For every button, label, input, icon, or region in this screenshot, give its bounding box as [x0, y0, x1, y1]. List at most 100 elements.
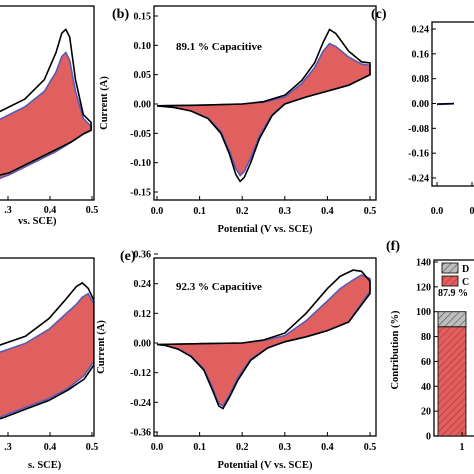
panel-b-x-label: Potential (V vs. SCE) [218, 224, 313, 235]
panel-e-y-tick-label: 0.12 [134, 309, 152, 320]
panel-e-y-ticks: 0.36 0.24 0.12 0.00 -0.12 -0.24 -0.36 [130, 250, 158, 439]
panel-b-capacitive-area [156, 42, 371, 177]
panel-a-x-tick-label: 0.5 [86, 205, 99, 216]
panel-b-x-tick-label: 0.1 [193, 206, 206, 217]
panel-b-y-tick-label: -0.05 [130, 129, 151, 140]
panel-b-x-tick-label: 0.3 [279, 206, 292, 217]
panel-c-y-tick-label: 0.16 [412, 49, 430, 60]
panel-e-total-cv-curve [156, 269, 371, 410]
panel-e-y-tick-label: 0.36 [134, 250, 152, 261]
panel-c-y-ticks: 0.24 0.16 0.08 0.00 -0.08 -0.16 -0.24 [408, 25, 436, 185]
panel-f-y-tick-label: 140 [416, 258, 431, 269]
panel-c-y-tick-label: -0.08 [408, 124, 429, 135]
panel-c-y-tick-label: 0.24 [412, 25, 430, 36]
panel-d: .3 0.4 0.5 s. SCE) [0, 257, 98, 471]
panel-a-curves [0, 27, 92, 180]
panel-a-x-ticks: .3 0.4 0.5 [4, 196, 98, 216]
panel-a-capacitive-area [0, 51, 92, 180]
panel-b-y-tick-label: 0.10 [134, 41, 152, 52]
panel-b-letter: (b) [112, 7, 129, 22]
panel-e-curves [156, 269, 371, 410]
panel-d-total-cv-curve [0, 281, 94, 420]
panel-a-total-cv-curve [0, 27, 92, 176]
panel-f-x-ticks: 1 [460, 432, 465, 453]
panel-c-x-tick-label: 0.0 [431, 206, 444, 217]
panel-f-y-ticks: 140 120 100 80 60 40 20 0 [416, 258, 438, 443]
panel-b-y-tick-label: -0.15 [130, 188, 151, 199]
panel-e-x-label: Potential (V vs. SCE) [218, 460, 313, 471]
panel-e-frame [153, 257, 377, 437]
panel-e-y-tick-label: -0.12 [130, 368, 151, 379]
legend-c-swatch [441, 275, 459, 287]
panel-b-x-tick-label: 0.4 [321, 206, 334, 217]
panel-b-y-ticks: 0.15 0.10 0.05 0.00 -0.05 -0.10 -0.15 [130, 12, 158, 199]
panel-f-y-tick-label: 20 [421, 407, 431, 418]
legend-d-label: D [462, 264, 469, 275]
panel-a-x-tick-label: 0.4 [44, 205, 57, 216]
panel-f-y-tick-label: 60 [421, 357, 431, 368]
panel-b-x-ticks: 0.0 0.1 0.2 0.3 0.4 0.5 [151, 196, 377, 217]
bar-diffusion [437, 311, 467, 328]
legend-c-label: C [462, 277, 469, 288]
panel-f-bars [437, 311, 467, 437]
panel-e-y-tick-label: 0.00 [134, 339, 152, 350]
panel-e-x-tick-label: 0.5 [364, 442, 377, 453]
panel-e-x-tick-label: 0.1 [193, 442, 206, 453]
panel-b-y-tick-label: -0.10 [130, 158, 151, 169]
panel-a-x-tick-label: .3 [4, 205, 12, 216]
panel-c-y-tick-label: 0.08 [412, 74, 430, 85]
panel-c-y-tick-label: -0.16 [408, 149, 429, 160]
panel-c-y-tick-label: -0.24 [408, 174, 429, 185]
panel-f-percent-annotation: 87.9 % [438, 288, 468, 299]
panel-b-x-tick-label: 0.5 [364, 206, 377, 217]
panel-f-x-tick-label: 1 [460, 442, 465, 453]
panel-b-total-cv-curve [156, 28, 371, 183]
panel-c-y-tick-label: 0.00 [412, 99, 430, 110]
panel-d-x-tick-label: .3 [4, 442, 12, 453]
panel-f-y-tick-label: 120 [416, 282, 431, 293]
panel-f-y-tick-label: 80 [421, 332, 431, 343]
panel-f-y-label: Contribution (%) [390, 310, 401, 390]
panel-b-y-tick-label: 0.15 [134, 12, 152, 23]
panel-c-curves [436, 102, 455, 106]
panel-d-x-tick-label: 0.5 [86, 442, 99, 453]
bar-capacitive [437, 326, 467, 437]
panel-e-y-tick-label: 0.24 [134, 279, 152, 290]
legend-d-swatch [441, 262, 459, 274]
panel-d-x-ticks: .3 0.4 0.5 [4, 432, 98, 453]
panel-e-letter: (e) [120, 249, 136, 264]
panel-b-capacitive-annotation: 89.1 % Capacitive [176, 41, 262, 53]
panel-e-x-tick-label: 0.2 [236, 442, 249, 453]
panel-b-frame [153, 5, 377, 201]
panel-e-y-tick-label: -0.24 [130, 398, 151, 409]
panel-e-y-tick-label: -0.36 [130, 428, 151, 439]
panel-b-y-tick-label: 0.05 [134, 70, 152, 81]
panel-b-x-tick-label: 0.2 [236, 206, 249, 217]
panel-e-x-tick-label: 0.3 [279, 442, 292, 453]
panel-e-capacitive-annotation: 92.3 % Capacitive [176, 281, 262, 293]
panel-b-x-tick-label: 0.0 [151, 206, 164, 217]
panel-b-y-tick-label: 0.00 [134, 100, 152, 111]
panel-e-x-ticks: 0.0 0.1 0.2 0.3 0.4 0.5 [151, 432, 377, 453]
panel-f-y-tick-label: 40 [421, 382, 431, 393]
panel-f-y-tick-label: 100 [416, 307, 431, 318]
panel-c-total-cv-curve [436, 102, 455, 105]
panel-a-frame [0, 5, 95, 201]
panel-d-curves [0, 281, 94, 420]
panel-e-x-tick-label: 0.4 [321, 442, 334, 453]
panel-a: .3 0.4 0.5 vs. SCE) [0, 5, 98, 227]
panel-d-x-label: s. SCE) [28, 460, 62, 471]
panel-f-y-tick-label: 0 [426, 432, 431, 443]
panel-c-letter: (c) [371, 7, 387, 22]
panel-c: (c) 0.0 0 0.24 0.16 0.08 0.00 -0.08 -0.16 -0.24 [371, 7, 474, 217]
panel-b-curves [156, 28, 371, 183]
panel-d-capacitive-area [0, 292, 94, 419]
panel-e-y-label: Current (A) [96, 320, 107, 374]
panel-e: (e) 0.0 0.1 0.2 0.3 0.4 0.5 0.36 0.24 0.12 0.00 -… [96, 249, 377, 471]
panel-b: (b) 0.0 0.1 0.2 0.3 0.4 0.5 0.15 0.10 0.05 0.00 -… [99, 5, 377, 235]
panel-b-y-label: Current (A) [99, 76, 110, 130]
panel-c-x-ticks: 0.0 0 [431, 182, 474, 217]
panel-e-x-tick-label: 0.0 [151, 442, 164, 453]
panel-d-x-tick-label: 0.4 [44, 442, 57, 453]
